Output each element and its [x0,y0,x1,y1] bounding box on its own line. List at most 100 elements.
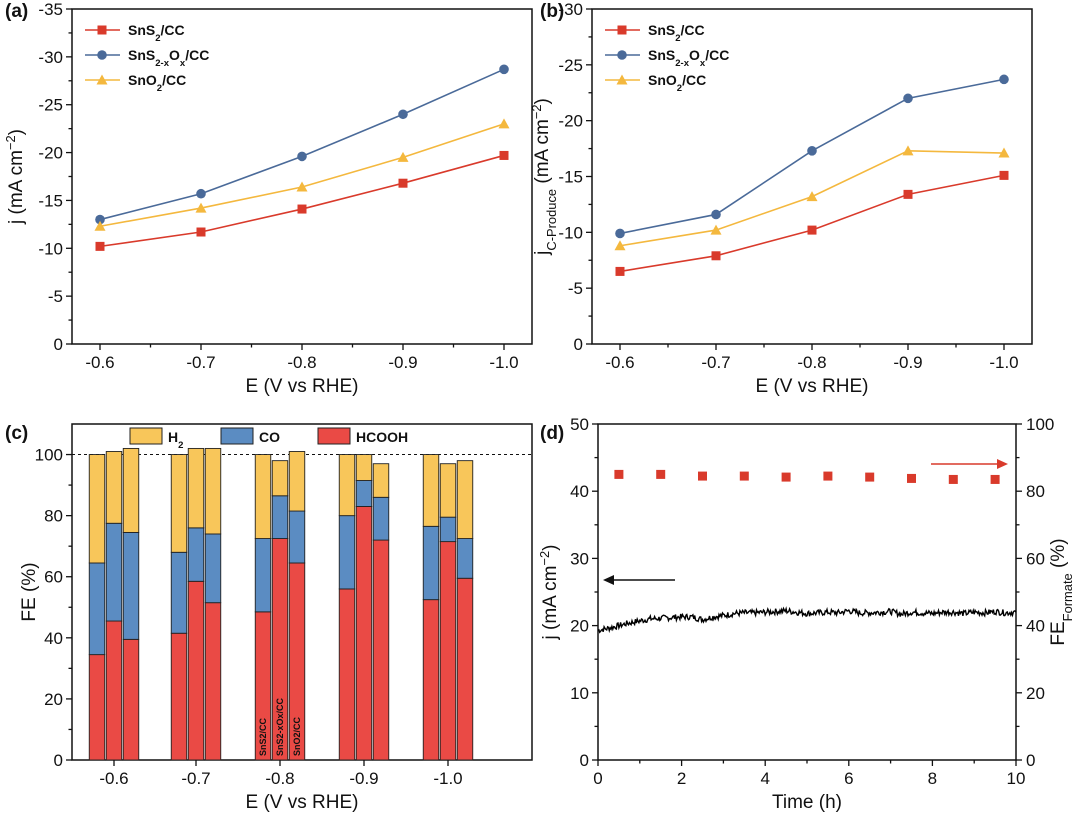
y-left-tick-label: 10 [570,684,589,703]
y-tick-label: -5 [568,279,583,298]
bar-segment-h2 [204,447,222,535]
y-left-tick-label: 50 [570,415,589,434]
bar-segment-h2 [170,454,188,553]
left-arrow-head [603,575,614,585]
legend-marker [616,74,628,85]
bar-label: SnS2/CC [258,717,268,756]
fe-data-point [781,472,791,482]
y-tick-label: 0 [54,335,63,354]
panel-c: 0 20 40 60 80 100 -0.6 -0.7 SnS2/CC SnS2-xOx/CC Sn… [5,423,533,813]
bar-segment-h2 [422,454,440,527]
y-left-tick-label: 30 [570,549,589,568]
y-right-tick-label: 40 [1026,617,1045,636]
bar-segment-co [204,533,222,604]
bar-segment-h2 [372,463,390,498]
bar-segment-hcooh [456,577,474,761]
current-trace [597,606,1017,634]
bar-segment-h2 [456,460,474,539]
y-axis-title: j (mA cm−2) [3,129,28,225]
x-tick-label: -0.6 [85,353,114,372]
y-tick-label: -10 [558,223,583,242]
x-tick-label: 4 [760,769,769,788]
x-tick-label: -0.7 [701,353,730,372]
panel-label: (a) [5,1,28,22]
data-point [95,214,105,225]
data-point [711,251,721,261]
y-tick-label: -15 [38,191,63,210]
bar-segment-hcooh [170,632,188,761]
bar-segment-h2 [271,460,289,497]
bar-label: SnS2-xOx/CC [275,697,285,756]
legend-swatch [129,427,163,445]
x-tick-label: 6 [844,769,853,788]
x-tick-label: 2 [677,769,686,788]
bar-segment-hcooh [355,506,373,761]
bar-segment-hcooh [88,654,106,761]
y-right-axis-title: FEFormate (%) [1048,538,1075,645]
x-tick-label: -0.7 [186,353,215,372]
data-point [499,64,509,75]
bar-segment-hcooh [204,602,222,761]
bar-segment-h2 [288,451,306,512]
bar-segment-hcooh [439,541,457,761]
legend-label: SnO2/CC [648,72,706,94]
bar-segment-co [88,562,106,656]
y-tick-label: -25 [558,56,583,75]
fe-data-point [739,471,749,481]
data-point [614,240,626,251]
fe-data-point [948,474,958,484]
x-tick-label: -0.9 [388,353,417,372]
data-point [999,170,1009,180]
series-line [99,154,505,248]
data-point [397,151,409,162]
legend-marker [97,50,107,60]
bar-segment-h2 [88,454,106,564]
x-tick-label: 10 [1007,769,1026,788]
legend-swatch [220,427,254,445]
bar-segment-h2 [338,454,356,517]
x-tick-label: -0.6 [99,769,128,788]
legend-label: CO [259,429,280,445]
data-point [94,220,106,231]
legend-swatch [317,427,351,445]
data-point [297,151,307,162]
y-tick-label: 60 [44,568,63,587]
series-line [619,78,1005,235]
legend-marker [97,25,107,35]
legend-label: SnO2/CC [128,72,186,94]
y-tick-label: -30 [558,0,583,19]
data-point [615,228,625,239]
y-tick-label: -20 [558,112,583,131]
bar-segment-co [288,510,306,564]
bar-segment-h2 [254,454,272,539]
x-tick-label: -0.7 [181,769,210,788]
bar-segment-co [105,522,123,622]
bar-label: SnO2/CC [292,716,302,756]
y-right-tick-label: 100 [1026,415,1054,434]
legend-label: SnS2-xOx/CC [128,47,209,69]
fe-data-point [907,473,916,483]
data-point [95,241,105,251]
fe-data-point [656,469,666,479]
y-tick-label: -15 [558,168,583,187]
x-axis-title: Time (h) [772,792,842,813]
bar-segment-co [271,495,289,539]
series-line [619,174,1005,273]
y-left-tick-label: 40 [570,482,589,501]
x-tick-label: -0.9 [349,769,378,788]
panel-a: 0 -5 -10 -15 -20 -25 -30 -35 -0.6 -0.7 -0.8 -0.9 -1.… [3,0,533,397]
bar-segment-h2 [355,454,373,481]
fe-data-point [823,471,833,481]
legend-marker [96,74,108,85]
legend-marker [617,50,627,60]
bar-segment-co [170,551,188,634]
y-right-tick-label: 20 [1026,684,1045,703]
x-tick-label: 0 [593,769,602,788]
data-point [398,178,408,188]
data-point [999,74,1009,85]
y-tick-label: 80 [44,507,63,526]
x-tick-label: -1.0 [433,769,462,788]
legend-label: SnS2/CC [648,22,705,44]
